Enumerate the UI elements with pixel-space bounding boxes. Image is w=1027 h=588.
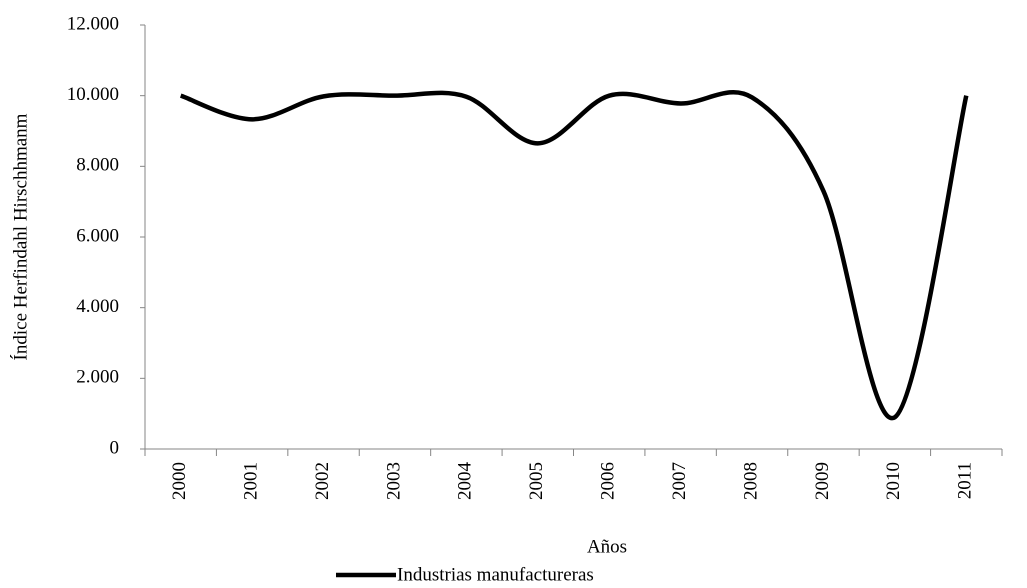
x-tick-label: 2009 [812,462,833,500]
legend-label: Industrias manufactureras [397,564,594,585]
y-axis-title: Índice Herfindahl Hirschhmanm [9,113,31,360]
x-tick-label: 2003 [383,462,404,500]
y-tick-label: 8.000 [76,155,119,176]
y-tick-label: 4.000 [76,296,119,317]
x-tick-label: 2004 [455,462,476,501]
x-axis-title: Años [587,536,627,557]
x-tick-label: 2006 [598,462,619,500]
line [179,90,969,421]
x-tick-label: 2010 [883,462,904,500]
x-tick-label: 2007 [669,462,690,500]
x-tick-label: 2005 [526,462,547,500]
x-tick-label: 2002 [312,462,333,500]
y-tick-label: 6.000 [76,225,119,246]
x-tick-label: 2000 [169,462,190,500]
x-tick-label: 2011 [955,462,976,499]
x-tick-label: 2001 [240,462,261,500]
y-tick-label: 2.000 [76,367,119,388]
y-tick-label: 0 [110,437,120,458]
y-tick-label: 10.000 [67,84,119,105]
x-tick-label: 2008 [740,462,761,500]
y-tick-label: 12.000 [67,13,119,34]
